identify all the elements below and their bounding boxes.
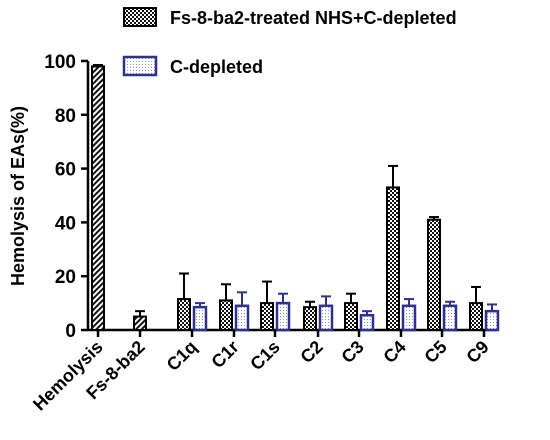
bar-series-1 [260,302,274,332]
x-tick-label: C1q [163,337,201,375]
bar-series-2 [234,304,250,332]
bar-series-1 [303,306,317,332]
bar-series-2 [442,304,458,332]
bar-series-2 [275,301,291,332]
bar-series-2 [318,304,334,332]
y-tick-label: 0 [65,321,76,342]
bar-series-2 [359,313,375,332]
legend-label-series-1: Fs-8-ba2-treated NHS+C-depleted [170,8,457,28]
legend-item-series-1: Fs-8-ba2-treated NHS+C-depleted [123,7,457,28]
x-tick-label: C1s [246,337,283,374]
bar-series-2 [401,304,417,332]
y-tick-label: 80 [55,106,76,127]
legend-swatch-series-2 [122,55,158,77]
bar-series-2 [484,309,500,332]
y-axis-label: Hemolysis of EAs(%) [8,106,28,286]
bar-series-1 [427,218,441,332]
x-tick-label: C5 [420,337,450,367]
y-tick-label: 100 [44,52,76,73]
legend-swatch-series-1 [123,7,157,27]
y-tick-label: 20 [55,267,76,288]
bar-series-1 [219,299,233,332]
y-tick-label: 60 [55,160,76,181]
y-tick-label: 40 [55,213,76,234]
x-tick-label: C2 [296,337,326,367]
bars [91,64,500,332]
legend-item-series-2: C-depleted [122,55,263,77]
legend: Fs-8-ba2-treated NHS+C-depleted C-deplet… [122,7,457,77]
x-tick-label: C1r [207,337,242,372]
bar-series-1 [386,186,400,331]
bar-series-2 [192,305,208,332]
y-axis-ticks: 0 20 40 60 80 100 [44,52,88,342]
bar-series-1 [469,302,483,332]
x-tick-label: C3 [337,337,367,367]
bar-series-1 [177,298,191,332]
bar-fs-8-ba2 [133,315,147,331]
x-tick-label: C9 [462,337,492,367]
x-tick-label: C4 [379,337,409,367]
bar-hemolysis [91,65,105,331]
bar-series-1 [344,302,358,332]
legend-label-series-2: C-depleted [170,57,263,77]
